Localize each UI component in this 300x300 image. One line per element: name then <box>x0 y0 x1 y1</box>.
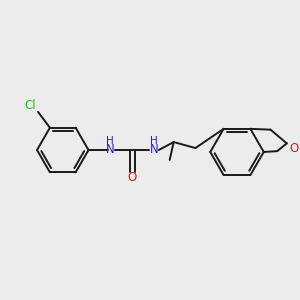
Text: O: O <box>289 142 298 155</box>
Text: Cl: Cl <box>24 99 36 112</box>
Text: H: H <box>150 136 158 146</box>
Text: N: N <box>149 142 158 155</box>
Text: O: O <box>128 171 137 184</box>
Text: H: H <box>106 136 114 146</box>
Text: N: N <box>106 142 115 155</box>
